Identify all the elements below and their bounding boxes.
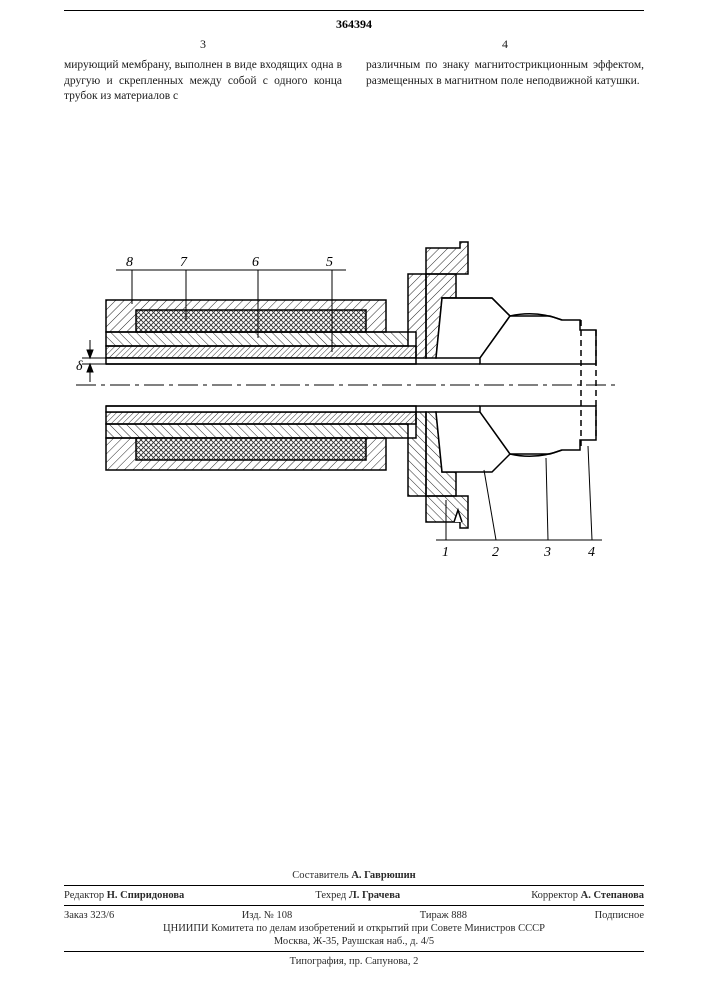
callout-7: 7 [180,255,188,270]
typography-line: Типография, пр. Сапунова, 2 [64,956,644,967]
compiler-name: А. Гаврюшин [351,870,415,881]
org-line-2: Москва, Ж-35, Раушская наб., д. 4/5 [64,936,644,947]
left-col-text: мирующий мембрану, выполнен в виде входя… [64,59,342,102]
footer-block: Составитель А. Гаврюшин Редактор Н. Спир… [64,870,644,969]
callout-6: 6 [252,255,259,270]
editor-name: Н. Спиридонова [107,890,185,901]
right-column: 4 различным по знаку магнитострикционным… [366,36,644,105]
callout-1: 1 [442,545,449,560]
techred-name: Л. Грачева [349,890,400,901]
org-line-1: ЦНИИПИ Комитета по делам изобретений и о… [64,923,644,934]
document-number: 364394 [64,17,644,32]
order-number: Заказ 323/6 [64,910,114,921]
text-columns: 3 мирующий мембрану, выполнен в виде вхо… [64,36,644,105]
callout-2: 2 [492,545,499,560]
delta-label: δ [76,359,83,374]
callout-5: 5 [326,255,333,270]
left-col-number: 3 [64,36,342,52]
corrector-name: А. Степанова [581,890,644,901]
left-column: 3 мирующий мембрану, выполнен в виде вхо… [64,36,342,105]
technical-figure: δ 8 7 6 5 1 2 3 4 [76,170,636,730]
right-col-text: различным по знаку магнитострикционным э… [366,59,644,87]
techred-label: Техред [315,890,346,901]
compiler-label: Составитель [292,870,348,881]
callout-8: 8 [126,255,133,270]
editor-label: Редактор [64,890,104,901]
callout-4: 4 [588,545,595,560]
right-col-number: 4 [366,36,644,52]
callout-3: 3 [543,545,551,560]
corrector-label: Корректор [531,890,578,901]
print-run: Тираж 888 [420,910,467,921]
issue-number: Изд. № 108 [242,910,293,921]
subscription: Подписное [595,910,644,921]
page-frame: 364394 3 мирующий мембрану, выполнен в в… [64,10,644,105]
